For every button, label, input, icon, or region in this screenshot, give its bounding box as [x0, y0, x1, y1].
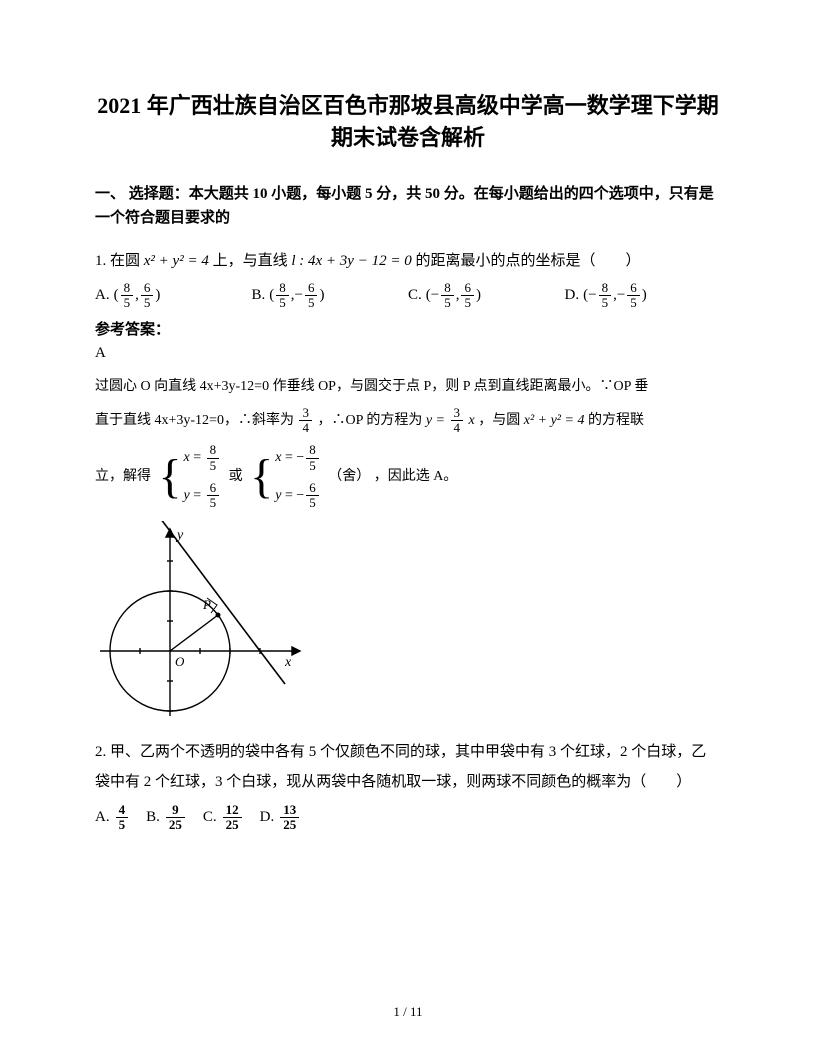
frac-n: 8 — [207, 443, 220, 458]
frac-d: 25 — [223, 818, 242, 832]
frac-n: 8 — [599, 281, 612, 296]
axis-x-label: x — [284, 655, 292, 670]
frac-d: 5 — [116, 818, 129, 832]
page-number: 1 / 11 — [0, 1004, 816, 1020]
frac-d: 4 — [451, 421, 464, 435]
q1-explain-3: 立，解得 { x = 85 y = 65 或 { x = −85 y = −65… — [95, 439, 721, 514]
frac-d: 25 — [166, 818, 185, 832]
frac-n: 8 — [441, 281, 454, 296]
sign: − — [431, 287, 439, 304]
q1-option-b: B. ( 85, −65 ) — [252, 281, 409, 311]
q1-stem-c: 的距离最小的点的坐标是（ ） — [415, 253, 640, 269]
frac-n: 8 — [276, 281, 289, 296]
frac-d: 5 — [207, 459, 220, 473]
q1-option-c: C. ( −85, 65 ) — [408, 281, 565, 311]
frac-n: 3 — [451, 406, 464, 421]
sign: − — [296, 450, 304, 465]
or-text: 或 — [229, 469, 243, 484]
text: 立，解得 — [95, 469, 155, 484]
reject-text: （舍） — [328, 469, 370, 484]
frac-n: 13 — [280, 803, 299, 818]
option-label: B. — [252, 287, 266, 304]
option-label: A. — [95, 287, 110, 304]
answer-label: 参考答案： — [95, 318, 721, 339]
q2-options: A.45 B.925 C.1225 D.1325 — [95, 803, 721, 833]
frac-n: 6 — [207, 481, 220, 496]
frac-n: 6 — [141, 281, 154, 296]
frac-d: 5 — [276, 296, 289, 310]
frac-n: 6 — [306, 481, 319, 496]
q1-stem-a: 1. 在圆 — [95, 253, 144, 269]
frac-d: 25 — [280, 818, 299, 832]
q1-explain-1: 过圆心 O 向直线 4x+3y-12=0 作垂线 OP，与圆交于点 P，则 P … — [95, 372, 721, 401]
frac-d: 5 — [306, 496, 319, 510]
system-2: { x = −85 y = −65 — [250, 439, 321, 514]
q1-stem-b: 上，与直线 — [213, 253, 292, 269]
q1-option-d: D. ( −85, −65 ) — [565, 281, 722, 311]
option-label: D. — [565, 287, 580, 304]
axis-y-label: y — [175, 528, 184, 543]
frac-d: 5 — [306, 459, 319, 473]
circle-eq-2: x² + y² = 4 — [524, 413, 585, 428]
sign: − — [617, 287, 625, 304]
frac-n: 12 — [223, 803, 242, 818]
q2-option-c: C.1225 — [203, 803, 244, 833]
sign: − — [296, 488, 304, 503]
frac-d: 5 — [141, 296, 154, 310]
frac-n: 6 — [305, 281, 318, 296]
frac-n: 9 — [166, 803, 185, 818]
frac-d: 5 — [627, 296, 640, 310]
text: ，与圆 — [478, 413, 524, 428]
q1-option-a: A. ( 85, 65 ) — [95, 281, 252, 311]
section-1-heading: 一、 选择题：本大题共 10 小题，每小题 5 分，共 50 分。在每小题给出的… — [95, 182, 721, 230]
q2-option-d: D.1325 — [260, 803, 302, 833]
q1-options: A. ( 85, 65 ) B. ( 85, −65 ) C. ( −85, 6… — [95, 281, 721, 311]
q1-line-eq: l : 4x + 3y − 12 = 0 — [291, 253, 411, 269]
axis-origin-label: O — [175, 654, 185, 669]
q1-diagram: x y O P — [95, 521, 315, 721]
frac-d: 4 — [299, 421, 312, 435]
frac-n: 8 — [306, 443, 319, 458]
frac-n: 3 — [299, 406, 312, 421]
frac-n: 6 — [627, 281, 640, 296]
system-1: { x = 85 y = 65 — [159, 439, 222, 514]
q2-stem: 2. 甲、乙两个不透明的袋中各有 5 个仅颜色不同的球，其中甲袋中有 3 个红球… — [95, 737, 721, 797]
q1-circle-eq: x² + y² = 4 — [144, 253, 209, 269]
q1-stem: 1. 在圆 x² + y² = 4 上，与直线 l : 4x + 3y − 12… — [95, 248, 721, 275]
page-title: 2021 年广西壮族自治区百色市那坡县高级中学高一数学理下学期期末试卷含解析 — [95, 90, 721, 154]
text: 的方程联 — [588, 413, 644, 428]
frac-d: 5 — [461, 296, 474, 310]
text: ，因此选 A。 — [374, 469, 458, 484]
frac-d: 5 — [207, 496, 220, 510]
frac-d: 5 — [441, 296, 454, 310]
q1-answer: A — [95, 345, 721, 362]
point-p-label: P — [202, 597, 211, 612]
sign: − — [295, 287, 303, 304]
frac-d: 5 — [121, 296, 134, 310]
text: ，∴OP 的方程为 — [317, 413, 425, 428]
q1-explain-2: 直于直线 4x+3y-12=0，∴斜率为 34 ，∴OP 的方程为 y = 34… — [95, 406, 721, 436]
q2-option-a: A.45 — [95, 803, 130, 833]
frac-d: 5 — [305, 296, 318, 310]
q2-option-b: B.925 — [146, 803, 187, 833]
option-label: C. — [408, 287, 422, 304]
text: 直于直线 4x+3y-12=0，∴斜率为 — [95, 413, 297, 428]
sign: − — [588, 287, 596, 304]
frac-d: 5 — [599, 296, 612, 310]
frac-n: 8 — [121, 281, 134, 296]
frac-n: 4 — [116, 803, 129, 818]
frac-n: 6 — [461, 281, 474, 296]
